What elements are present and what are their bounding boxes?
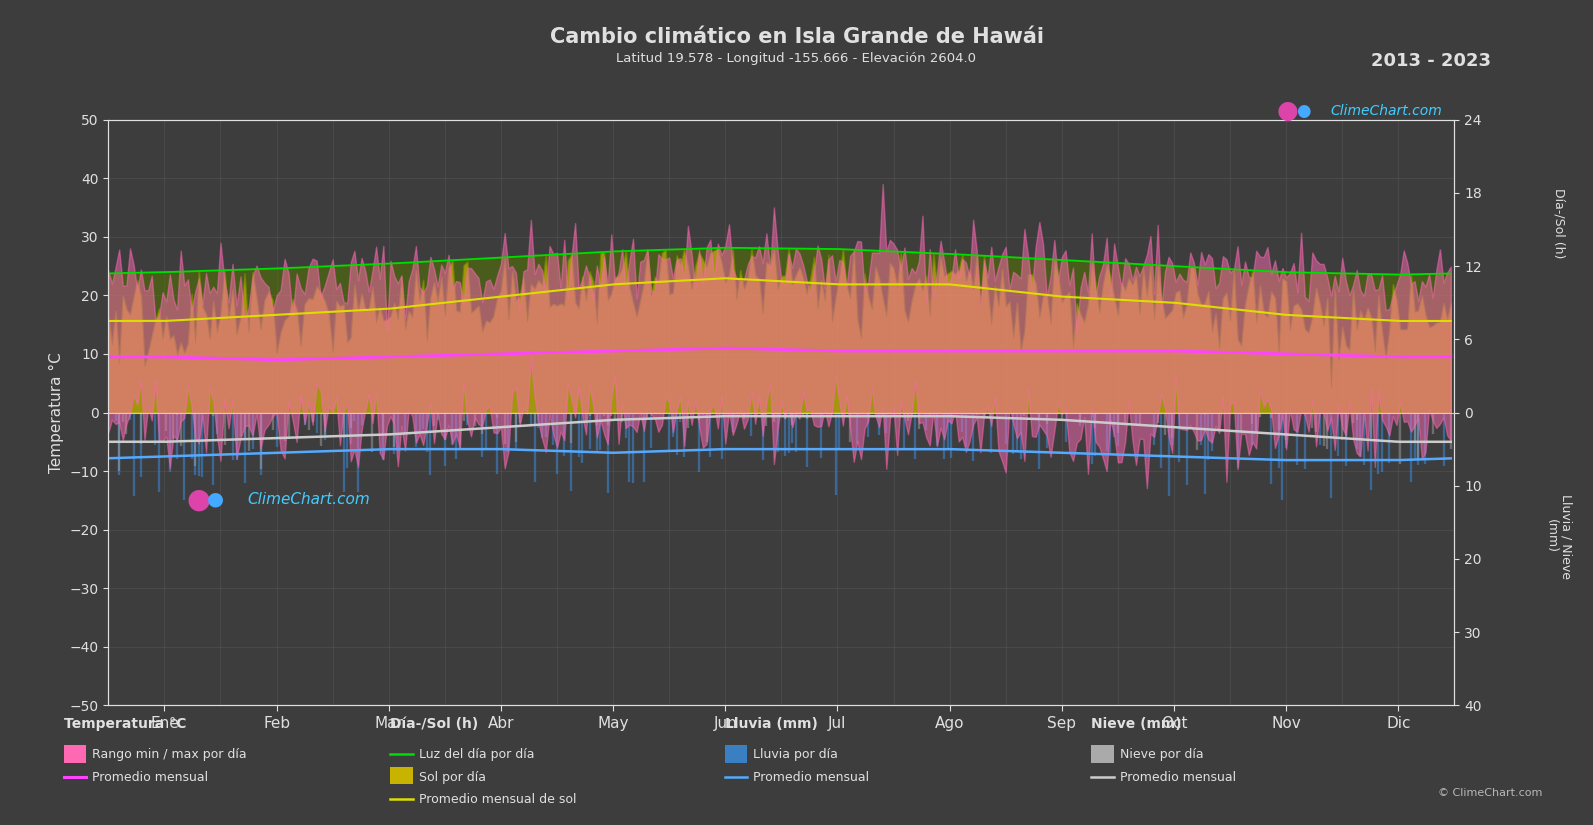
Text: Sol por día: Sol por día: [419, 771, 486, 784]
Text: Día-/Sol (h): Día-/Sol (h): [1552, 187, 1566, 258]
Text: © ClimeChart.com: © ClimeChart.com: [1437, 788, 1542, 798]
Text: Cambio climático en Isla Grande de Hawái: Cambio climático en Isla Grande de Hawái: [550, 27, 1043, 47]
Text: Promedio mensual: Promedio mensual: [753, 771, 870, 784]
Text: Promedio mensual de sol: Promedio mensual de sol: [419, 793, 577, 806]
Text: Nieve (mm): Nieve (mm): [1091, 717, 1182, 731]
Text: 2013 - 2023: 2013 - 2023: [1372, 52, 1491, 70]
Text: Rango min / max por día: Rango min / max por día: [92, 748, 247, 761]
Text: Nieve por día: Nieve por día: [1120, 748, 1203, 761]
Text: Promedio mensual: Promedio mensual: [1120, 771, 1236, 784]
Text: Latitud 19.578 - Longitud -155.666 - Elevación 2604.0: Latitud 19.578 - Longitud -155.666 - Ele…: [616, 52, 977, 65]
Text: Día-/Sol (h): Día-/Sol (h): [390, 717, 478, 731]
Text: ClimeChart.com: ClimeChart.com: [247, 492, 370, 507]
Text: Luz del día por día: Luz del día por día: [419, 747, 535, 761]
Text: Lluvia / Nieve
(mm): Lluvia / Nieve (mm): [1545, 493, 1572, 579]
Text: ●: ●: [186, 485, 212, 513]
Text: Lluvia por día: Lluvia por día: [753, 748, 838, 761]
Text: ClimeChart.com: ClimeChart.com: [1330, 105, 1442, 118]
Text: Temperatura °C: Temperatura °C: [64, 717, 186, 731]
Text: ●: ●: [1276, 99, 1298, 124]
Y-axis label: Temperatura °C: Temperatura °C: [49, 352, 64, 473]
Text: ●: ●: [1295, 102, 1311, 120]
Text: Lluvia (mm): Lluvia (mm): [725, 717, 817, 731]
Text: ●: ●: [207, 489, 223, 509]
Text: Promedio mensual: Promedio mensual: [92, 771, 209, 784]
